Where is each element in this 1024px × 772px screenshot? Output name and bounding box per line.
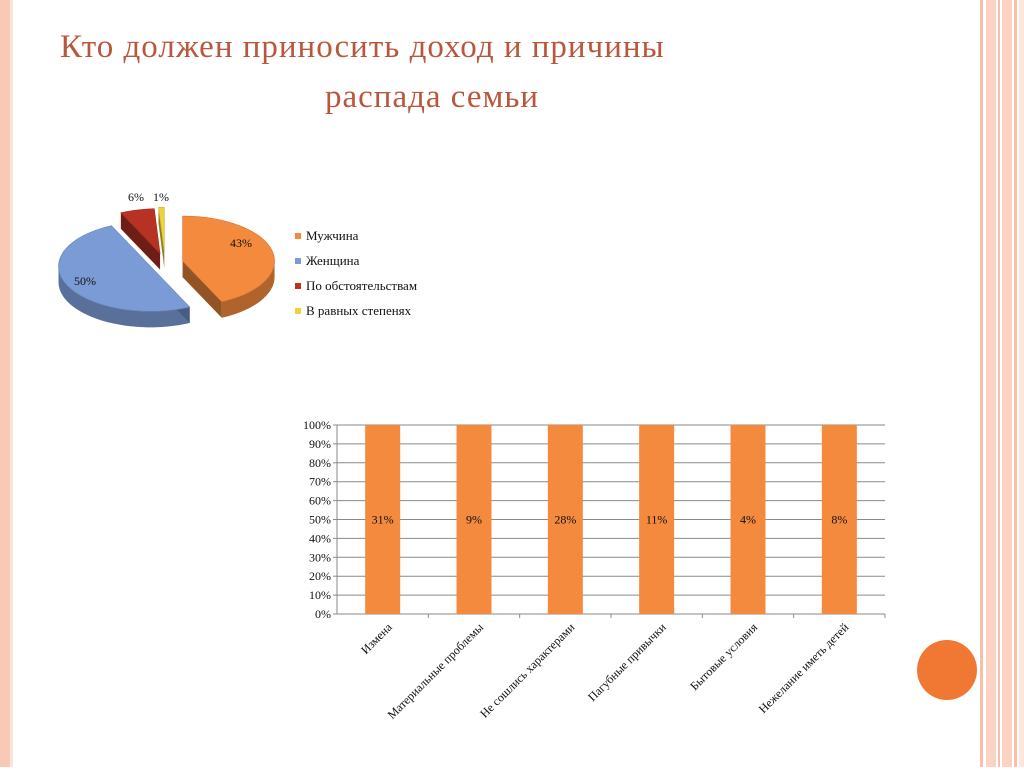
x-category-label: Измена (358, 620, 395, 657)
pie-slice-side (58, 266, 190, 328)
y-tick-label: 20% (309, 569, 331, 583)
bar (821, 425, 857, 614)
pie-slice-4 (158, 206, 165, 253)
pie-slice-2 (58, 225, 191, 312)
y-tick-label: 100% (303, 418, 331, 432)
legend-entry: Женщина (306, 253, 360, 268)
legend-swatch (295, 258, 301, 264)
pie-data-label: 43% (230, 236, 252, 250)
pie-slice-3 (120, 208, 161, 255)
pie-data-label: 1% (153, 190, 169, 204)
y-tick-label: 70% (309, 475, 331, 489)
y-tick-label: 10% (309, 588, 331, 602)
title-line-1: Кто должен приносить доход и причины (60, 29, 665, 65)
legend-swatch (295, 308, 301, 314)
legend-entry: В равных степенях (306, 303, 412, 318)
y-tick-label: 30% (309, 550, 331, 564)
bar (730, 425, 766, 614)
pie-slice-side (221, 261, 275, 318)
bar-data-label: 4% (740, 513, 756, 527)
pie-slice-edge (120, 212, 161, 270)
bar (639, 425, 675, 614)
legend-swatch (295, 233, 301, 239)
left-border-stripe (0, 0, 10, 767)
pie-data-label: 6% (128, 190, 144, 204)
bar (456, 425, 492, 614)
y-tick-label: 0% (315, 607, 331, 621)
x-category-label: Нежелание иметь детей (756, 620, 852, 716)
pie-legend: Мужчина Женщина По обстоятельствам В равных… (295, 228, 417, 318)
legend-swatch (295, 283, 301, 289)
x-category-label: Пагубные привычки (585, 620, 669, 704)
bar (365, 425, 401, 614)
pie-slice-edge (158, 207, 165, 269)
x-category-label: Бытовые условия (687, 620, 760, 693)
y-tick-label: 80% (309, 456, 331, 470)
y-tick-label: 60% (309, 494, 331, 508)
pie-data-label: 50% (74, 274, 96, 288)
y-tick-label: 40% (309, 531, 331, 545)
right-border-stripes (980, 0, 1024, 767)
bar-data-label: 31% (372, 513, 394, 527)
bar-chart: 0% 10% 20% 30% 40% 50% 60% 70% 80% 90% 100% 31% Изме… (303, 418, 886, 722)
decorative-circle (917, 640, 977, 700)
left-border-inner (10, 0, 13, 767)
bar-data-label: 9% (466, 513, 482, 527)
bar-data-label: 11% (646, 513, 668, 527)
x-category-label: Не сошлись характерами (477, 620, 578, 721)
pie-chart: Мужчина Женщина По обстоятельствам В равных… (58, 190, 417, 328)
pie-slice-edge (182, 261, 222, 318)
legend-entry: По обстоятельствам (306, 278, 417, 293)
y-tick-label: 90% (309, 437, 331, 451)
bar (547, 425, 583, 614)
title-line-2: распада семьи (325, 79, 540, 115)
bar-data-label: 8% (831, 513, 847, 527)
bar-data-label: 28% (554, 513, 576, 527)
y-tick-label: 50% (309, 513, 331, 527)
pie-slice-1 (182, 215, 275, 303)
x-category-label: Материальные проблемы (385, 620, 487, 722)
legend-entry: Мужчина (306, 228, 359, 243)
